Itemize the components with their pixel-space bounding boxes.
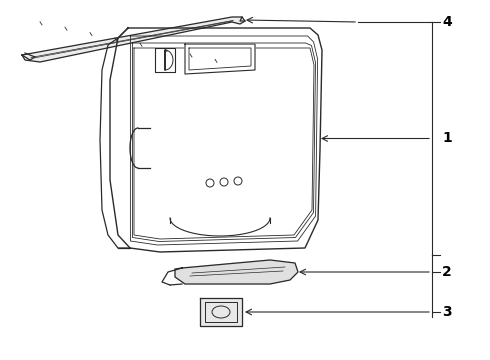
- Polygon shape: [110, 28, 322, 252]
- Text: 2: 2: [442, 265, 452, 279]
- Polygon shape: [22, 17, 245, 62]
- Text: 1: 1: [442, 131, 452, 145]
- Polygon shape: [200, 298, 242, 326]
- Polygon shape: [155, 48, 175, 72]
- Polygon shape: [175, 260, 298, 284]
- Circle shape: [234, 177, 242, 185]
- Text: 4: 4: [442, 15, 452, 29]
- Circle shape: [220, 178, 228, 186]
- Polygon shape: [185, 44, 255, 74]
- Text: 3: 3: [442, 305, 452, 319]
- Circle shape: [206, 179, 214, 187]
